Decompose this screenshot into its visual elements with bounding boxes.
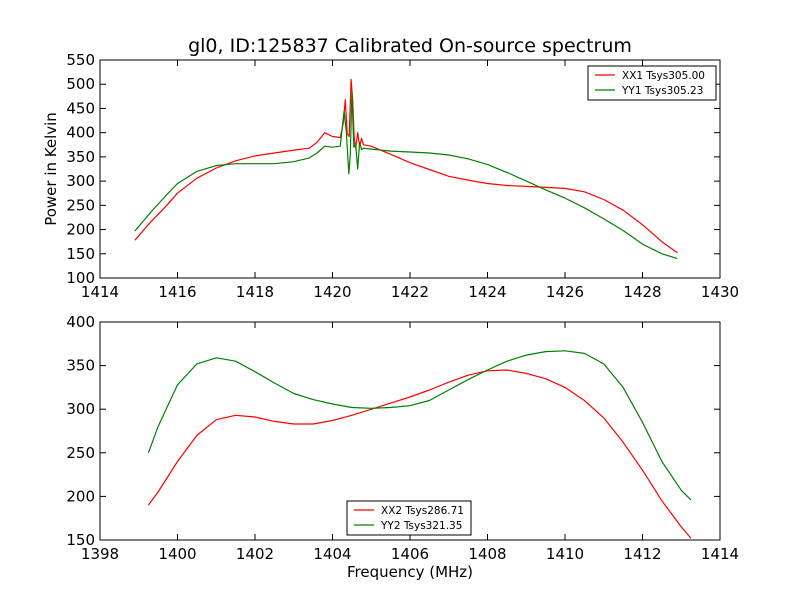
y-tick-label: 250 (66, 444, 95, 462)
y-tick-label: 300 (66, 172, 95, 190)
x-tick-label: 1418 (236, 283, 274, 301)
series-line-2 (134, 90, 678, 260)
x-axis-label: Frequency (MHz) (347, 563, 473, 581)
x-tick-label: 1428 (623, 283, 661, 301)
x-tick-label: 1412 (623, 545, 661, 563)
x-tick-label: 1414 (701, 545, 739, 563)
y-tick-label: 350 (66, 148, 95, 166)
y-tick-label: 500 (66, 75, 95, 93)
y-tick-label: 550 (66, 51, 95, 69)
y-tick-label: 400 (66, 124, 95, 142)
bottom-chart: 1398 1400 1402 1404 1406 1408 1410 1412 1414 150 2… (66, 313, 739, 581)
y-tick-label: 300 (66, 400, 95, 418)
y-tick-label: 200 (66, 221, 95, 239)
series-line-1 (147, 369, 692, 539)
y-tick-label: 400 (66, 313, 95, 331)
figure-title: gl0, ID:125837 Calibrated On-source spec… (188, 35, 632, 57)
x-tick-label: 1422 (391, 283, 429, 301)
legend-box (587, 65, 717, 101)
y-tick-label: 450 (66, 99, 95, 117)
y-tick-label: 100 (66, 269, 95, 287)
legend-label: YY2 Tsys321.35 (380, 520, 462, 532)
x-tick-label: 1416 (158, 283, 196, 301)
series-line-2 (147, 350, 692, 501)
x-tick-label: 1410 (546, 545, 584, 563)
y-tick-label: 250 (66, 196, 95, 214)
y-tick-label: 350 (66, 357, 95, 375)
y-tick-label: 200 (66, 487, 95, 505)
y-axis-label: Power in Kelvin (42, 112, 60, 226)
x-tick-label: 1424 (468, 283, 506, 301)
x-tick-label: 1420 (313, 283, 351, 301)
y-tick-label: 150 (66, 245, 95, 263)
legend-label: YY1 Tsys305.23 (621, 85, 703, 97)
legend-box (346, 500, 472, 536)
x-tick-label: 1398 (81, 545, 119, 563)
x-tick-label: 1406 (391, 545, 429, 563)
x-tick-label: 1402 (236, 545, 274, 563)
y-tick-label: 150 (66, 531, 95, 549)
x-tick-label: 1404 (313, 545, 351, 563)
x-tick-label: 1408 (468, 545, 506, 563)
legend-label: XX1 Tsys305.00 (622, 70, 705, 82)
x-tick-label: 1426 (546, 283, 584, 301)
top-chart: 1414 1416 1418 1420 1422 1424 1426 1428 1430 100 1… (42, 51, 739, 301)
legend-label: XX2 Tsys286.71 (381, 505, 464, 517)
x-tick-label: 1400 (158, 545, 196, 563)
x-tick-label: 1414 (81, 283, 119, 301)
x-tick-label: 1430 (701, 283, 739, 301)
